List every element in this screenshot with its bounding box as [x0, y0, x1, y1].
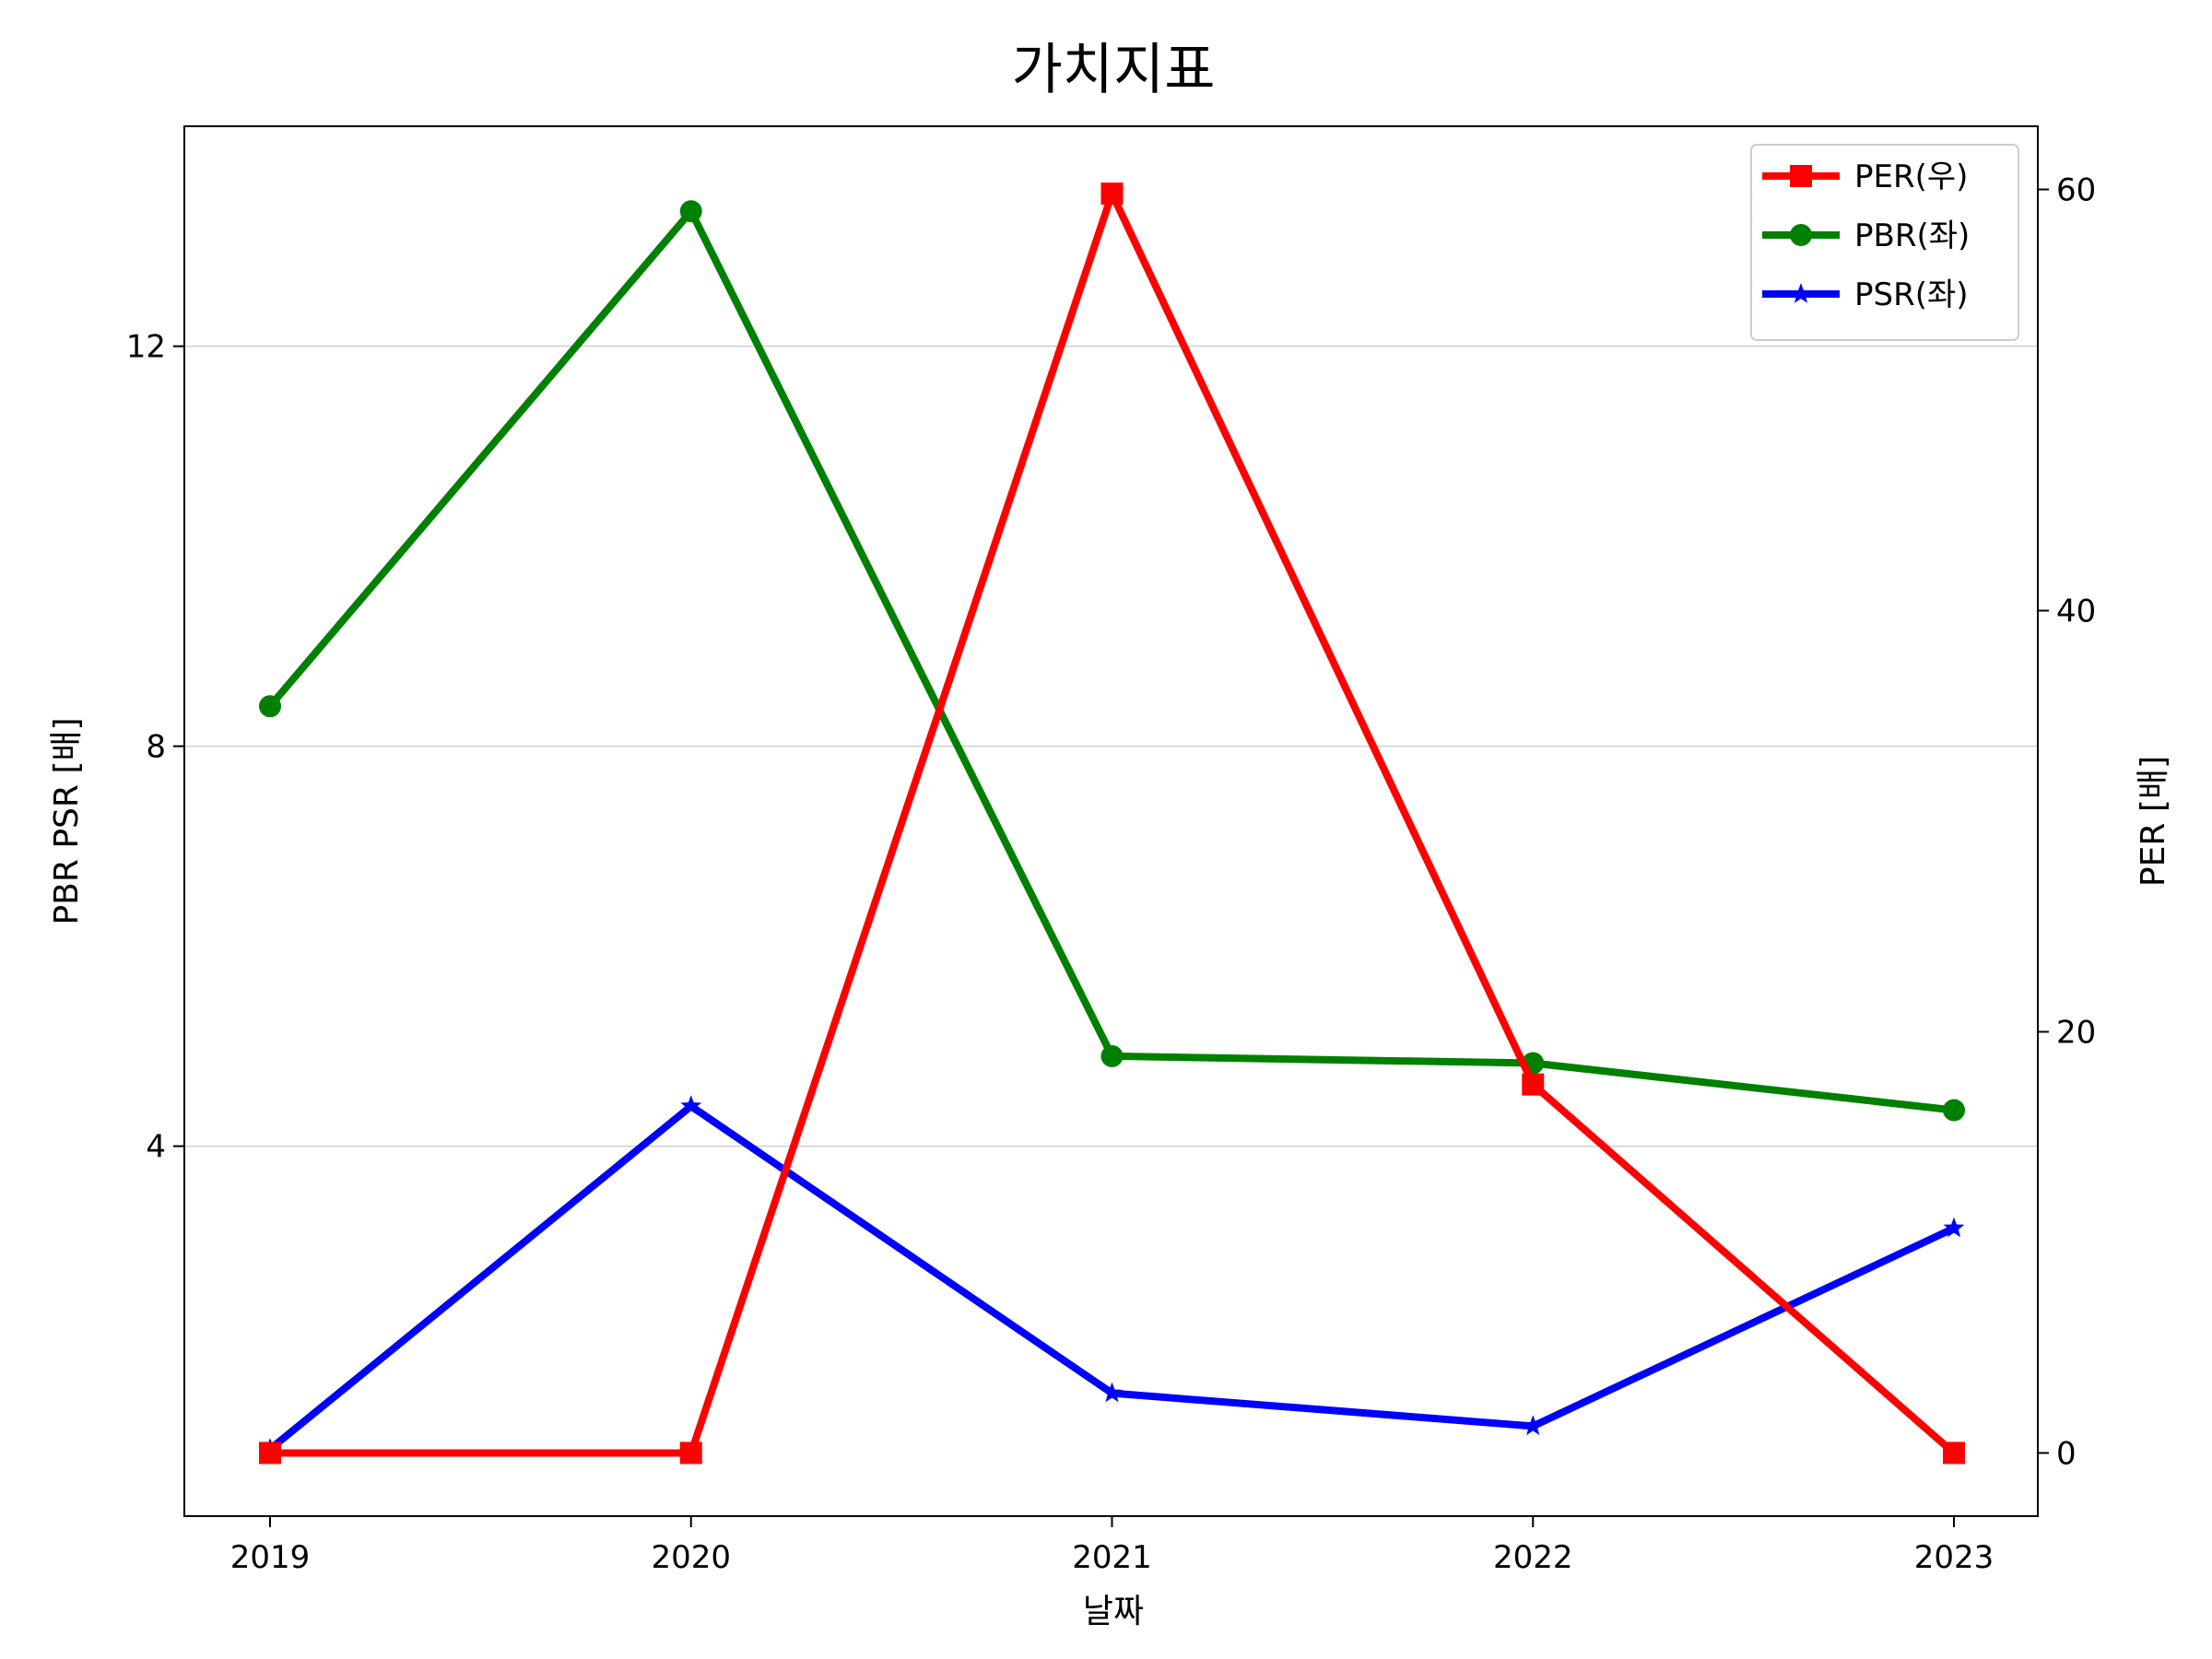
x-tick-label: 2019: [230, 1539, 311, 1576]
x-tick-label: 2023: [1914, 1539, 1994, 1576]
legend: PER(우) PBR(좌) PSR(좌): [1750, 144, 2019, 341]
series-layer: [259, 182, 1965, 1465]
legend-label-psr: PSR(좌): [1854, 276, 1969, 313]
data-point-pbr: [679, 200, 702, 223]
y-axis-right-label: PER [배]: [2135, 756, 2172, 887]
data-point-per: [1943, 1441, 1965, 1465]
y-right-tick-label: 0: [2056, 1435, 2077, 1472]
x-tick-label: 2021: [1072, 1539, 1152, 1576]
x-axis-label: 날짜: [1083, 1593, 1144, 1630]
data-point-per: [679, 1441, 702, 1465]
series-pbr: [259, 200, 1965, 1122]
legend-marker-psr: [1790, 283, 1812, 303]
data-point-psr: [1101, 1382, 1123, 1403]
chart-title: 가치지표: [1012, 38, 1216, 102]
legend-marker-pbr: [1790, 224, 1812, 246]
legend-label-pbr: PBR(좌): [1854, 218, 1970, 254]
y-left-tick-label: 8: [146, 729, 166, 766]
data-point-pbr: [1943, 1099, 1965, 1122]
data-point-pbr: [1100, 1044, 1124, 1067]
x-tick-label: 2022: [1493, 1539, 1573, 1576]
axis-ticks: 4 8 12 0 20 40 60 2019 2020 2021 2022 2023: [126, 172, 2097, 1576]
y-left-tick-label: 4: [146, 1129, 166, 1166]
data-point-pbr: [259, 695, 281, 718]
y-axis-left-label: PBR PSR [배]: [48, 717, 86, 924]
data-point-per: [1522, 1073, 1545, 1096]
data-point-psr: [680, 1095, 702, 1115]
legend-marker-per: [1790, 165, 1812, 187]
y-right-tick-label: 20: [2056, 1014, 2096, 1051]
legend-label-per: PER(우): [1854, 159, 1968, 195]
data-point-per: [259, 1441, 281, 1465]
y-right-tick-label: 40: [2056, 594, 2096, 630]
data-point-per: [1100, 182, 1124, 206]
grid-lines: [184, 345, 2038, 1147]
y-left-tick-label: 12: [126, 329, 166, 366]
x-tick-label: 2020: [651, 1539, 731, 1576]
y-right-tick-label: 60: [2056, 172, 2096, 209]
series-per: [259, 182, 1965, 1465]
data-point-psr: [1943, 1217, 1965, 1238]
data-point-psr: [1522, 1415, 1544, 1436]
